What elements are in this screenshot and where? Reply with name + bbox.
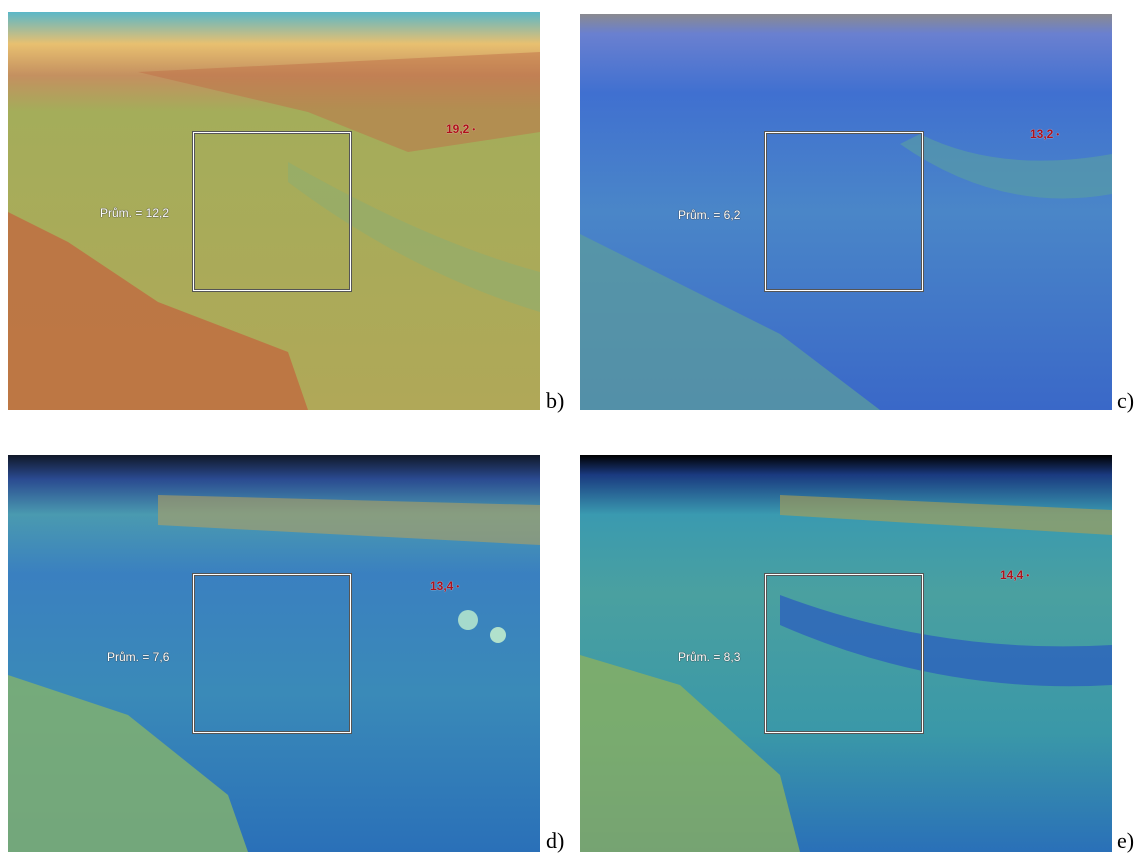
measure-box — [193, 574, 351, 733]
average-label: Prům. = 7,6 — [107, 650, 169, 664]
page: Prům. = 12,2 19,2 b) Prům. = 6,2 13,2 c) — [0, 0, 1142, 854]
max-label: 13,2 — [1030, 127, 1059, 141]
measure-box — [765, 132, 923, 291]
max-label: 19,2 — [446, 122, 475, 136]
panel-letter: b) — [546, 388, 564, 414]
thermal-panel: Prům. = 8,3 14,4 — [580, 455, 1112, 853]
average-label: Prům. = 6,2 — [678, 208, 740, 222]
panel-letter: d) — [546, 828, 564, 854]
thermal-panel: Prům. = 7,6 13,4 — [8, 455, 540, 853]
max-label: 14,4 — [1000, 568, 1029, 582]
panel-letter: e) — [1117, 828, 1134, 854]
panel-letter: c) — [1117, 388, 1134, 414]
average-label: Prům. = 12,2 — [100, 206, 169, 220]
thermal-panel: Prům. = 12,2 19,2 — [8, 12, 540, 410]
thermal-panel: Prům. = 6,2 13,2 — [580, 14, 1112, 412]
measure-box — [765, 574, 923, 733]
measure-box — [193, 132, 351, 291]
average-label: Prům. = 8,3 — [678, 650, 740, 664]
max-label: 13,4 — [430, 579, 459, 593]
